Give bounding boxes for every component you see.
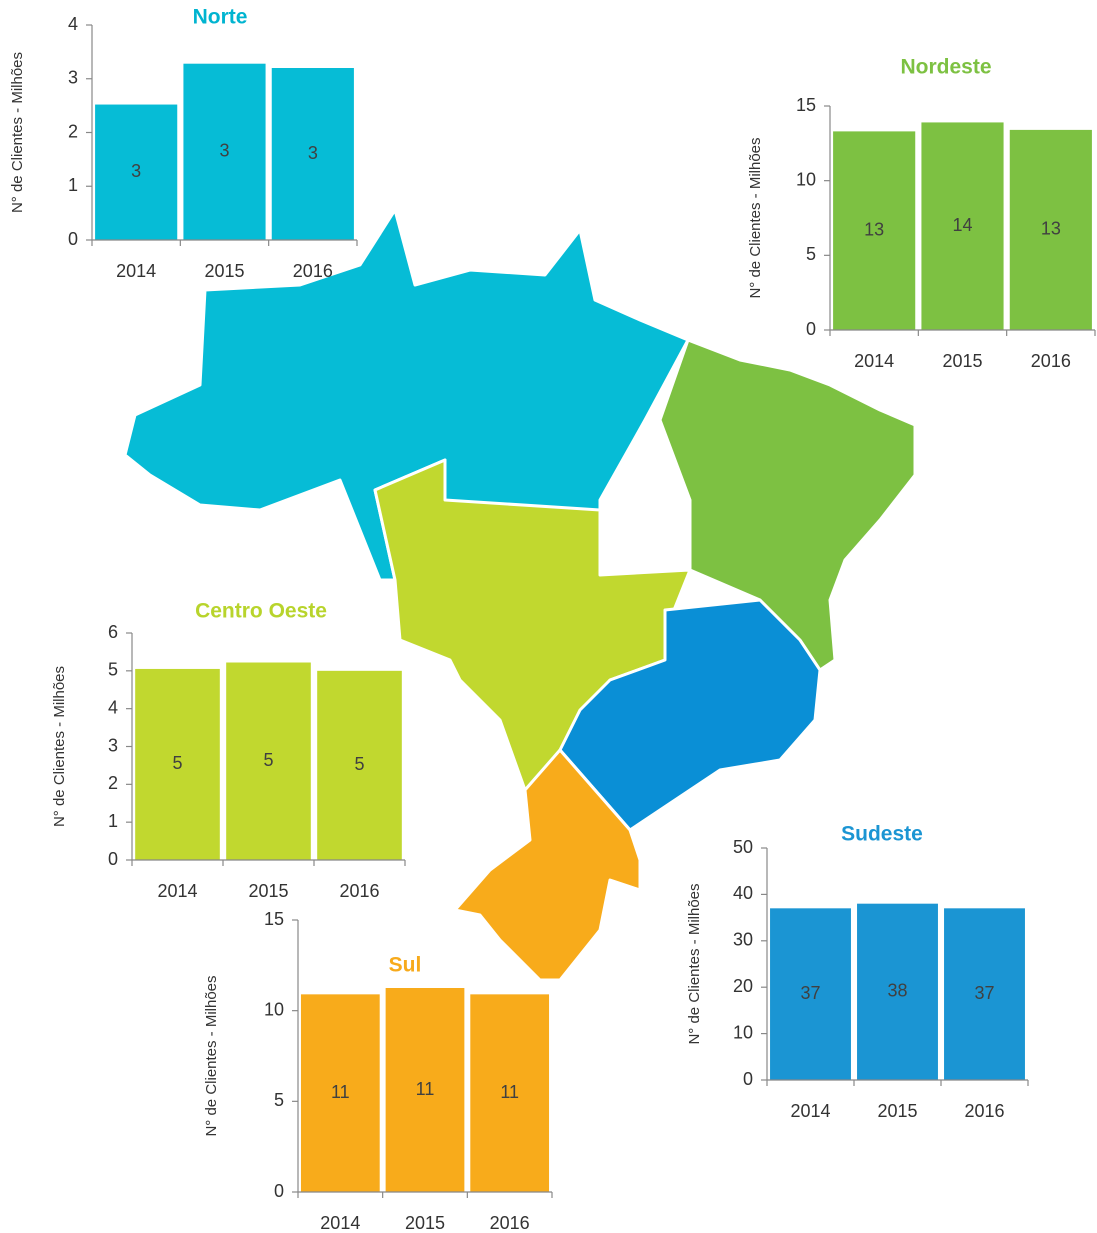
x-tick-label: 2016 bbox=[964, 1101, 1004, 1121]
data-label: 11 bbox=[416, 1079, 435, 1099]
bar bbox=[470, 994, 550, 1192]
bar bbox=[183, 63, 266, 241]
y-tick-label: 40 bbox=[733, 883, 753, 903]
y-tick-label: 0 bbox=[68, 229, 78, 249]
bar bbox=[770, 908, 851, 1080]
x-tick-label: 2014 bbox=[157, 881, 197, 901]
x-tick-label: 2016 bbox=[490, 1213, 530, 1233]
y-tick-label: 0 bbox=[108, 849, 118, 869]
x-tick-label: 2015 bbox=[877, 1101, 917, 1121]
x-tick-label: 2016 bbox=[293, 261, 333, 281]
x-tick-label: 2014 bbox=[116, 261, 156, 281]
bar bbox=[921, 122, 1004, 330]
region-sudeste bbox=[558, 598, 822, 832]
region-nordeste bbox=[658, 338, 917, 672]
y-tick-label: 4 bbox=[68, 14, 78, 34]
y-tick-label: 1 bbox=[68, 175, 78, 195]
data-label: 14 bbox=[952, 215, 972, 235]
y-tick-label: 6 bbox=[108, 622, 118, 642]
chart-title: Centro Oeste bbox=[195, 600, 327, 623]
y-tick-label: 5 bbox=[274, 1090, 284, 1110]
y-tick-label: 3 bbox=[68, 68, 78, 88]
chart: 37 2014 38 2015 37 2016 0 10 20 30 40 50 Sudeste N° d… bbox=[686, 823, 1029, 1121]
data-label: 3 bbox=[131, 161, 141, 181]
y-tick-label: 10 bbox=[264, 999, 284, 1019]
data-label: 11 bbox=[331, 1082, 350, 1102]
x-tick-label: 2016 bbox=[339, 881, 379, 901]
data-label: 3 bbox=[308, 143, 318, 163]
bar bbox=[271, 68, 354, 240]
data-label: 11 bbox=[500, 1082, 519, 1102]
x-tick-label: 2016 bbox=[1031, 351, 1071, 371]
y-axis-label: N° de Clientes - Milhões bbox=[9, 52, 26, 213]
y-tick-label: 30 bbox=[733, 930, 753, 950]
y-tick-label: 50 bbox=[733, 837, 753, 857]
x-tick-label: 2014 bbox=[320, 1213, 360, 1233]
x-tick-label: 2014 bbox=[854, 351, 894, 371]
y-tick-label: 4 bbox=[108, 697, 118, 717]
data-label: 37 bbox=[974, 983, 994, 1003]
bar bbox=[317, 670, 402, 860]
bar bbox=[300, 994, 380, 1192]
y-tick-label: 10 bbox=[733, 1022, 753, 1042]
bar bbox=[226, 662, 311, 860]
data-label: 13 bbox=[1041, 219, 1061, 239]
chart: 13 2014 14 2015 13 2016 0 5 10 15 Nordeste N° de Cl… bbox=[747, 56, 1096, 371]
x-tick-label: 2015 bbox=[405, 1213, 445, 1233]
data-label: 5 bbox=[172, 753, 182, 773]
bar bbox=[95, 104, 178, 240]
y-axis-label: N° de Clientes - Milhões bbox=[51, 666, 68, 827]
y-tick-label: 0 bbox=[806, 319, 816, 339]
chart: 3 2014 3 2015 3 2016 0 1 2 3 4 Norte N° de Clientes … bbox=[9, 6, 358, 281]
y-tick-label: 20 bbox=[733, 976, 753, 996]
y-tick-label: 1 bbox=[108, 811, 118, 831]
chart-title: Nordeste bbox=[900, 56, 991, 79]
bar bbox=[135, 668, 220, 860]
y-tick-label: 15 bbox=[264, 909, 284, 929]
x-tick-label: 2015 bbox=[942, 351, 982, 371]
chart: 5 2014 5 2015 5 2016 0 1 2 3 4 5 6 Centro Oeste N° de … bbox=[51, 600, 406, 901]
y-tick-label: 15 bbox=[796, 95, 816, 115]
bar bbox=[1009, 129, 1092, 330]
y-tick-label: 5 bbox=[108, 660, 118, 680]
chart-title: Sudeste bbox=[841, 823, 923, 846]
y-axis-label: N° de Clientes - Milhões bbox=[686, 883, 703, 1044]
y-axis-label: N° de Clientes - Milhões bbox=[747, 137, 764, 298]
y-tick-label: 0 bbox=[274, 1181, 284, 1201]
data-label: 37 bbox=[800, 983, 820, 1003]
x-tick-label: 2015 bbox=[248, 881, 288, 901]
y-tick-label: 5 bbox=[806, 244, 816, 264]
bar bbox=[944, 908, 1025, 1080]
x-tick-label: 2015 bbox=[204, 261, 244, 281]
data-label: 38 bbox=[887, 981, 907, 1001]
data-label: 3 bbox=[219, 141, 229, 161]
data-label: 5 bbox=[263, 750, 273, 770]
chart-title: Sul bbox=[389, 954, 422, 977]
y-tick-label: 0 bbox=[743, 1069, 753, 1089]
data-label: 13 bbox=[864, 219, 884, 239]
region-sul bbox=[453, 748, 642, 982]
bar bbox=[857, 903, 938, 1080]
y-tick-label: 2 bbox=[108, 773, 118, 793]
y-tick-label: 3 bbox=[108, 735, 118, 755]
chart-title: Norte bbox=[193, 6, 248, 29]
bar bbox=[833, 131, 916, 330]
y-axis-label: N° de Clientes - Milhões bbox=[203, 975, 220, 1136]
brazil-map bbox=[123, 208, 917, 982]
bar bbox=[385, 988, 465, 1192]
x-tick-label: 2014 bbox=[790, 1101, 830, 1121]
data-label: 5 bbox=[354, 754, 364, 774]
chart: 11 2014 11 2015 11 2016 0 5 10 15 Sul N° de Cliente… bbox=[203, 909, 553, 1233]
y-tick-label: 2 bbox=[68, 121, 78, 141]
y-tick-label: 10 bbox=[796, 169, 816, 189]
